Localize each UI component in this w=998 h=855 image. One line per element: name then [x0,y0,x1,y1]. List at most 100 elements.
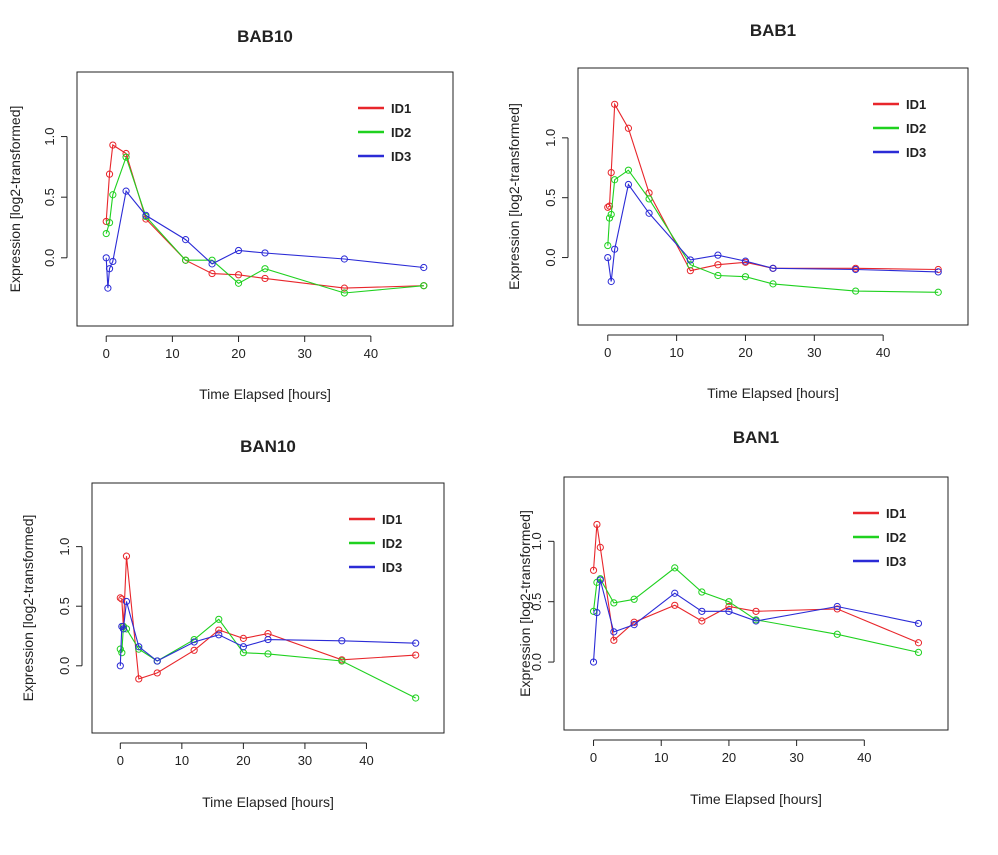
x-tick-label: 0 [590,750,597,765]
data-point [610,628,618,636]
series-id3 [589,576,923,666]
data-point [239,643,247,651]
legend: ID1 ID2 ID3 [853,506,906,569]
data-point [261,249,269,257]
legend-label-id1: ID1 [382,512,402,527]
x-axis: 0 10 20 30 40 [604,334,890,360]
series-line [119,556,416,680]
data-point [914,648,923,656]
data-point [109,257,117,266]
data-point [607,210,615,219]
y-tick-label: 1.0 [529,532,544,550]
data-point [596,543,604,551]
data-point [420,263,428,272]
x-tick-label: 10 [669,345,683,360]
legend: ID1 ID2 ID3 [358,101,411,164]
data-point [624,166,633,174]
y-axis: 0.0 0.5 1.0 [543,129,569,267]
data-point [611,176,619,184]
y-tick-label: 0.5 [57,597,72,615]
data-point [833,602,841,611]
series-id3 [102,187,428,292]
data-point [338,657,346,665]
data-point [182,236,190,244]
data-point [630,595,638,603]
data-point [116,662,124,670]
data-point [752,607,760,615]
data-point [109,141,117,149]
x-tick-label: 20 [722,750,736,765]
y-axis: 0.0 0.5 1.0 [529,532,555,671]
data-point [142,211,150,219]
data-point [261,265,269,273]
data-point [412,651,420,659]
data-point [190,638,198,646]
data-point [769,264,777,272]
y-tick-label: 1.0 [543,129,558,147]
series-line [592,579,919,663]
x-tick-label: 20 [738,345,752,360]
x-axis: 0 10 20 30 40 [590,739,872,765]
data-point [261,274,269,283]
y-tick-label: 1.0 [57,538,72,556]
data-point [607,168,615,177]
data-point [412,639,420,647]
data-point [122,187,130,195]
data-point [234,246,243,255]
data-point [934,288,942,296]
data-point [182,256,190,264]
chart-panel-ban10: BAN10 0 10 20 30 40 0.0 0.5 1.0 Time Elapsed [hou… [20,437,445,810]
y-tick-label: 0.5 [529,593,544,611]
data-point [833,630,841,638]
x-axis-label: Time Elapsed [hours] [690,791,822,807]
x-axis-label: Time Elapsed [hours] [707,385,839,401]
y-axis: 0.0 0.5 1.0 [42,128,68,267]
data-point [109,191,117,199]
data-point [611,245,619,253]
data-point [607,277,615,286]
data-point [593,608,601,617]
x-tick-label: 0 [604,345,611,360]
x-tick-label: 20 [231,346,245,361]
data-point [604,253,612,262]
data-point [671,589,679,597]
data-point [671,601,679,609]
legend-label-id2: ID2 [391,125,411,140]
series-line [607,169,939,293]
series-id2 [102,153,428,297]
y-tick-label: 0.0 [42,249,57,267]
data-point [215,626,223,634]
data-point [852,265,860,274]
series-id2 [589,564,923,656]
data-point [412,694,420,702]
data-point [239,634,247,642]
x-tick-label: 30 [789,750,803,765]
x-axis-label: Time Elapsed [hours] [199,386,331,402]
data-point [769,280,777,288]
series-line [105,144,424,289]
data-point [934,265,942,274]
series-line [105,189,424,289]
data-point [589,566,598,574]
plot-frame [91,482,445,734]
data-point [714,261,722,269]
chart-title: BAB1 [750,21,796,40]
legend-label-id2: ID2 [382,536,402,551]
chart-title: BAB10 [237,27,293,46]
data-point [610,636,618,644]
data-point [104,284,112,292]
data-point [698,607,706,615]
data-point [698,588,706,596]
data-point [153,657,161,665]
legend-label-id3: ID3 [382,560,402,575]
y-tick-label: 0.0 [529,653,544,671]
data-point [264,635,272,644]
data-point [725,607,733,615]
x-tick-label: 10 [175,753,189,768]
data-point [741,257,750,265]
data-point [116,594,124,602]
data-point [686,256,694,264]
data-point [645,195,653,203]
x-tick-label: 40 [359,753,373,768]
